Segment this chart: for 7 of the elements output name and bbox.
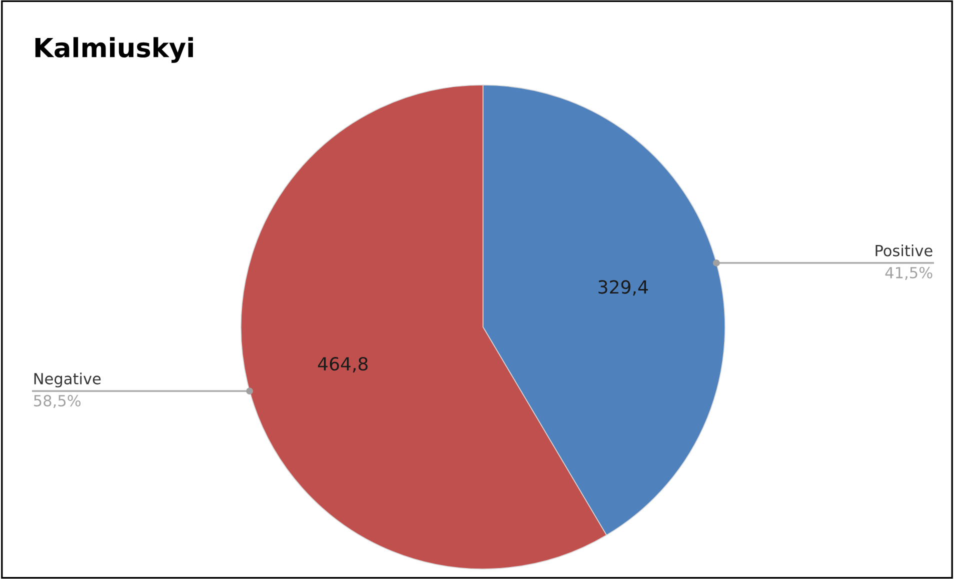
slice-label: Negative	[34, 372, 101, 388]
data-label: 329,4	[598, 280, 648, 296]
text: 41,5%	[885, 266, 932, 280]
slice-label: Positive	[876, 244, 932, 256]
text: 58,5%	[34, 394, 81, 408]
chart-title: Kalmiuskyi	[35, 37, 193, 63]
data-label: 464,8	[318, 357, 368, 372]
